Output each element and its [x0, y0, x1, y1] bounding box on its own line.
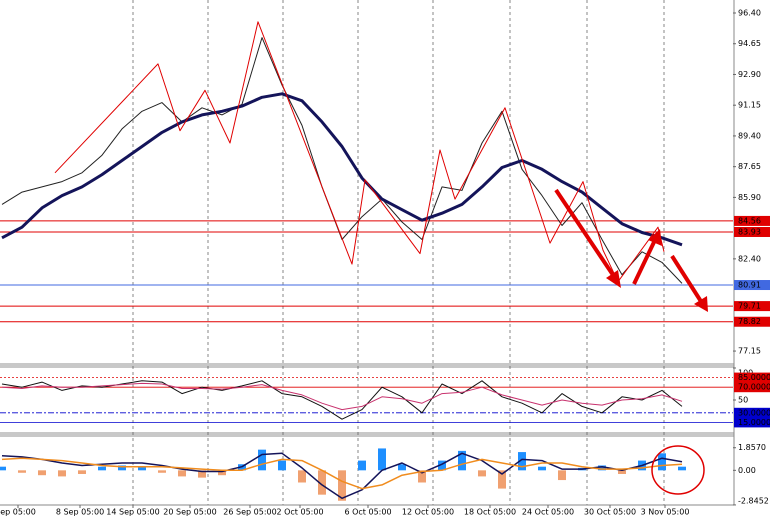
histogram-bar — [258, 449, 266, 471]
level-label-bg — [734, 372, 770, 383]
series-line — [1, 382, 683, 411]
y-tick-label: 0.00 — [738, 466, 756, 475]
histogram-bar — [478, 470, 486, 477]
histogram-bar — [458, 450, 466, 471]
pane-separator — [0, 432, 734, 437]
histogram-bar — [378, 448, 386, 471]
arrow-head — [694, 296, 708, 312]
histogram-bar — [498, 470, 506, 489]
histogram-bar — [658, 453, 666, 471]
arrow-head — [606, 270, 621, 288]
x-tick-label: 26 Sep 05:00 — [223, 508, 276, 517]
level-label-bg — [734, 301, 770, 312]
y-tick-label: 85.90 — [738, 193, 761, 202]
x-tick-label: 12 Oct 05:00 — [402, 508, 454, 517]
plots: 96.40 94.65 92.90 91.15 89.40 87.65 85.90 82.40… — [0, 8, 770, 517]
y-tick-label: 77.15 — [738, 347, 761, 356]
histogram-bar — [98, 466, 106, 471]
time-grid — [132, 0, 665, 505]
series-line — [1, 92, 683, 247]
level-label-bg — [734, 215, 770, 226]
x-tick-label: 6 Oct 05:00 — [344, 508, 391, 517]
y-tick-label: 82.40 — [738, 254, 761, 263]
series-line — [54, 21, 665, 283]
x-tick-label: 24 Oct 05:00 — [522, 508, 574, 517]
x-tick-label: 2 Oct 05:00 — [276, 508, 323, 517]
x-tick-label: 14 Sep 05:00 — [106, 508, 159, 517]
histogram-bar — [318, 470, 326, 495]
level-label: 30.0000 — [738, 408, 770, 417]
x-tick-label: ep 05:00 — [0, 508, 36, 517]
histogram-bar — [358, 460, 366, 471]
histogram-bar — [558, 470, 566, 481]
y-tick-label: 1.8570 — [738, 443, 766, 452]
histogram-bar — [158, 470, 166, 473]
y-tick-label: 89.40 — [738, 131, 761, 140]
x-tick-label: 18 Oct 05:00 — [464, 508, 516, 517]
level-label-bg — [734, 226, 770, 237]
level-label: 85.0000 — [738, 373, 770, 382]
arrow — [554, 188, 617, 280]
histogram-bar — [38, 470, 46, 476]
arrow — [632, 239, 657, 285]
histogram-bar — [0, 466, 7, 471]
histogram-bar — [198, 470, 206, 478]
level-label-bg — [734, 280, 770, 291]
annotations — [554, 188, 708, 495]
y-tick-label: 50 — [738, 396, 748, 405]
histogram-bar — [438, 460, 446, 471]
histogram-bar — [58, 470, 66, 477]
y-tick-label: 87.65 — [738, 162, 761, 171]
level-label: 15.0000 — [738, 418, 770, 427]
highlight-circle — [651, 445, 705, 495]
histogram-bar — [138, 466, 146, 471]
histogram-bar — [118, 465, 126, 471]
level-label: 83.93 — [738, 227, 761, 236]
histogram-bar — [618, 470, 626, 474]
y-tick-label: -2.8452 — [738, 497, 769, 506]
histogram-bar — [178, 470, 186, 477]
level-label: 70.0000 — [738, 383, 770, 392]
histogram-bar — [418, 470, 426, 483]
x-tick-label: 3 Nov 05:00 — [641, 508, 690, 517]
level-label-bg — [734, 316, 770, 327]
level-label-bg — [734, 382, 770, 393]
histogram-bar — [538, 466, 546, 471]
y-tick-label: 92.90 — [738, 70, 761, 79]
x-tick-label: 8 Sep 05:00 — [56, 508, 104, 517]
histogram-bar — [398, 464, 406, 471]
x-tick-label: 20 Sep 05:00 — [163, 508, 216, 517]
y-tick-label: 96.40 — [738, 8, 761, 17]
level-label: 78.82 — [738, 317, 761, 326]
histogram-bar — [598, 465, 606, 471]
level-label-bg — [734, 407, 770, 418]
arrow — [670, 254, 704, 305]
y-tick-label: 91.15 — [738, 101, 761, 110]
histogram-bar — [18, 470, 26, 473]
level-label: 79.71 — [738, 302, 761, 311]
arrow-head — [648, 229, 662, 246]
series-line — [1, 457, 683, 490]
level-label: 80.91 — [738, 281, 761, 290]
x-tick-label: 30 Oct 05:00 — [584, 508, 636, 517]
level-label: 84.56 — [738, 216, 761, 225]
histogram-bar — [298, 470, 306, 483]
y-tick-label: 94.65 — [738, 39, 761, 48]
histogram-bar — [678, 466, 686, 471]
histogram-bar — [518, 452, 526, 471]
histogram-bar — [218, 470, 226, 476]
pane-separator — [0, 363, 734, 368]
series-line — [1, 452, 683, 500]
histogram-bar — [278, 460, 286, 471]
histogram-bar — [338, 470, 346, 501]
histogram-bar — [78, 470, 86, 474]
level-label-bg — [734, 417, 770, 428]
